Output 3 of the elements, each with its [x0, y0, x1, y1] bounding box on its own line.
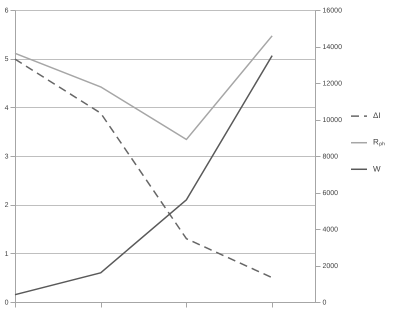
legend-label: ΔI	[373, 111, 381, 120]
legend-label: W	[373, 164, 381, 174]
legend-label: Rₚₕ	[373, 138, 385, 147]
